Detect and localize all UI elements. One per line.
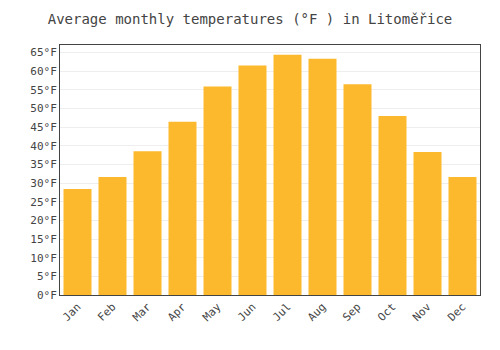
svg-text:May: May <box>200 300 224 324</box>
svg-text:Apr: Apr <box>165 300 189 324</box>
svg-text:Aug: Aug <box>305 301 328 324</box>
svg-text:Average monthly temperatures (: Average monthly temperatures (°F ) in Li… <box>48 11 453 27</box>
svg-text:Mar: Mar <box>130 300 154 324</box>
svg-text:45°F: 45°F <box>30 121 57 134</box>
svg-text:50°F: 50°F <box>30 102 57 115</box>
svg-text:Oct: Oct <box>375 301 398 324</box>
svg-text:15°F: 15°F <box>30 233 57 246</box>
svg-text:5°F: 5°F <box>37 270 57 283</box>
svg-text:25°F: 25°F <box>30 196 57 209</box>
svg-text:Jun: Jun <box>235 301 258 324</box>
svg-text:55°F: 55°F <box>30 84 57 97</box>
svg-text:30°F: 30°F <box>30 177 57 190</box>
svg-text:35°F: 35°F <box>30 158 57 171</box>
svg-text:Jan: Jan <box>60 301 83 324</box>
svg-text:40°F: 40°F <box>30 140 57 153</box>
svg-text:Dec: Dec <box>445 301 468 324</box>
svg-text:Feb: Feb <box>95 301 118 324</box>
svg-text:0°F: 0°F <box>37 289 57 302</box>
svg-text:Jul: Jul <box>270 301 293 324</box>
svg-text:Nov: Nov <box>410 300 434 324</box>
svg-text:60°F: 60°F <box>30 65 57 78</box>
svg-text:Sep: Sep <box>340 301 363 324</box>
svg-text:20°F: 20°F <box>30 214 57 227</box>
svg-text:10°F: 10°F <box>30 252 57 265</box>
svg-text:65°F: 65°F <box>30 46 57 59</box>
